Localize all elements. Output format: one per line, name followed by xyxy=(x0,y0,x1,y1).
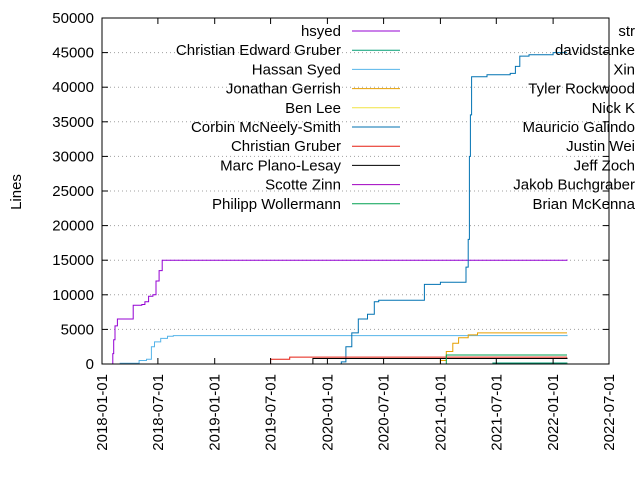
x-tick-label: 2019-07-01 xyxy=(263,374,280,451)
legend-right-column: str davidstanke Xin Tyler Rockwood Nick K Mau… xyxy=(513,23,635,213)
legend-label: str xyxy=(618,23,635,40)
legend-label: Mauricio Galindo xyxy=(522,119,635,136)
x-tick-label: 2022-01-01 xyxy=(545,374,562,451)
y-tick-label: 35000 xyxy=(52,114,94,131)
series-line xyxy=(106,334,568,365)
y-tick-label: 15000 xyxy=(52,252,94,269)
legend-label: Scotte Zinn xyxy=(265,177,341,194)
x-tick-label: 2020-01-01 xyxy=(319,374,336,451)
y-tick-label: 50000 xyxy=(52,10,94,27)
x-tick-label: 2018-07-01 xyxy=(150,374,167,451)
legend-label: Brian McKenna xyxy=(532,196,635,213)
y-tick-label: 0 xyxy=(86,356,94,373)
legend-label: Xin xyxy=(613,61,635,78)
x-tick-label: 2018-01-01 xyxy=(94,374,111,451)
legend-label: Jeff Zoch xyxy=(574,157,635,174)
x-tick-label: 2019-01-01 xyxy=(207,374,224,451)
legend-label: Christian Gruber xyxy=(231,138,341,155)
y-axis-ticks: 0 5000 10000 15000 20000 25000 30000 35000 40000… xyxy=(52,10,609,373)
y-tick-label: 25000 xyxy=(52,183,94,200)
legend-label: Justin Wei xyxy=(566,138,635,155)
y-tick-label: 30000 xyxy=(52,148,94,165)
series-line xyxy=(327,52,567,365)
legend-label: Christian Edward Gruber xyxy=(176,42,341,59)
x-tick-label: 2021-07-01 xyxy=(488,374,505,451)
legend-left-column: hsyed Christian Edward Gruber Hassan Syed J… xyxy=(176,23,400,213)
legend-label: Hassan Syed xyxy=(252,61,341,78)
legend-label: Marc Plano-Lesay xyxy=(220,157,341,174)
y-tick-label: 5000 xyxy=(61,321,94,338)
legend-label: hsyed xyxy=(301,23,341,40)
y-tick-label: 45000 xyxy=(52,45,94,62)
y-tick-label: 40000 xyxy=(52,79,94,96)
x-tick-label: 2022-07-01 xyxy=(601,374,618,451)
x-axis-ticks: 2018-01-01 2018-07-01 2019-01-01 2019-07-01… xyxy=(94,18,618,451)
legend-label: Nick K xyxy=(592,100,635,117)
legend-label: Philipp Wollermann xyxy=(212,196,341,213)
legend-label: Tyler Rockwood xyxy=(528,81,635,98)
legend-label: Corbin McNeely-Smith xyxy=(191,119,341,136)
legend-label: Jakob Buchgraber xyxy=(513,177,635,194)
legend-label: davidstanke xyxy=(555,42,635,59)
series-line xyxy=(430,332,567,365)
legend-label: Jonathan Gerrish xyxy=(226,81,341,98)
y-axis-label: Lines xyxy=(8,174,25,210)
y-tick-label: 10000 xyxy=(52,287,94,304)
legend-label: Ben Lee xyxy=(285,100,341,117)
series-line xyxy=(111,259,568,365)
x-tick-label: 2020-07-01 xyxy=(376,374,393,451)
x-tick-label: 2021-01-01 xyxy=(432,374,449,451)
y-tick-label: 20000 xyxy=(52,218,94,235)
